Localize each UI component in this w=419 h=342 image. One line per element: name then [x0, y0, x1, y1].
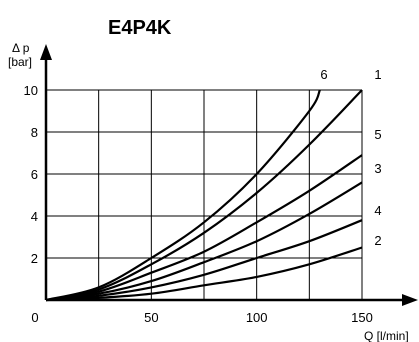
y-tick-label: 8: [31, 125, 38, 140]
curve-label-5: 5: [374, 127, 381, 142]
axes: [40, 44, 418, 306]
curve-4: [45, 219, 363, 302]
grid: [45, 89, 363, 301]
y-axis-arrow: [40, 44, 52, 60]
curve-label-6: 6: [320, 67, 327, 82]
y-axis-unit: [bar]: [8, 55, 32, 69]
x-tick-label: 50: [144, 310, 158, 325]
curve-3: [45, 181, 363, 302]
curve-label-3: 3: [374, 161, 381, 176]
curve-6: [45, 89, 321, 302]
x-tick-label: 100: [246, 310, 268, 325]
x-tick-label: 150: [351, 310, 373, 325]
x-tick-label: 0: [31, 310, 38, 325]
x-axis-label: Q [l/min]: [364, 329, 409, 342]
y-tick-label: 10: [24, 83, 38, 98]
y-tick-label: 2: [31, 251, 38, 266]
curve-label-1: 1: [374, 67, 381, 82]
y-axis-label: Δ p: [12, 41, 30, 55]
curve-1: [45, 89, 363, 302]
curves: [45, 89, 363, 302]
curve-2: [45, 246, 363, 302]
chart-title: E4P4K: [108, 17, 172, 39]
curve-labels: 6 1 5 3 4 2: [320, 67, 381, 248]
y-tick-label: 6: [31, 167, 38, 182]
y-tick-label: 4: [31, 209, 38, 224]
curve-5: [45, 154, 363, 302]
x-axis-arrow: [402, 294, 418, 306]
curve-label-4: 4: [374, 203, 381, 218]
curve-label-2: 2: [374, 233, 381, 248]
